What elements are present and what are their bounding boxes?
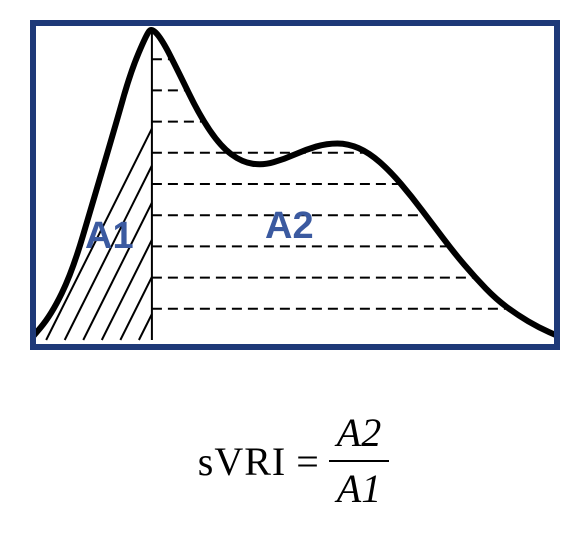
formula-numerator: A2 [329,410,389,456]
formula-wrapper: sVRI = A2 A1 [0,410,587,512]
chart-wrapper: A1 A2 [30,20,560,350]
formula-denominator: A1 [329,466,389,512]
formula-fraction: A2 A1 [329,410,389,512]
fraction-bar [329,460,389,462]
formula-lhs: sVRI [198,438,286,485]
formula-equals: = [296,438,319,485]
area-chart [30,20,560,350]
formula: sVRI = A2 A1 [198,410,389,512]
